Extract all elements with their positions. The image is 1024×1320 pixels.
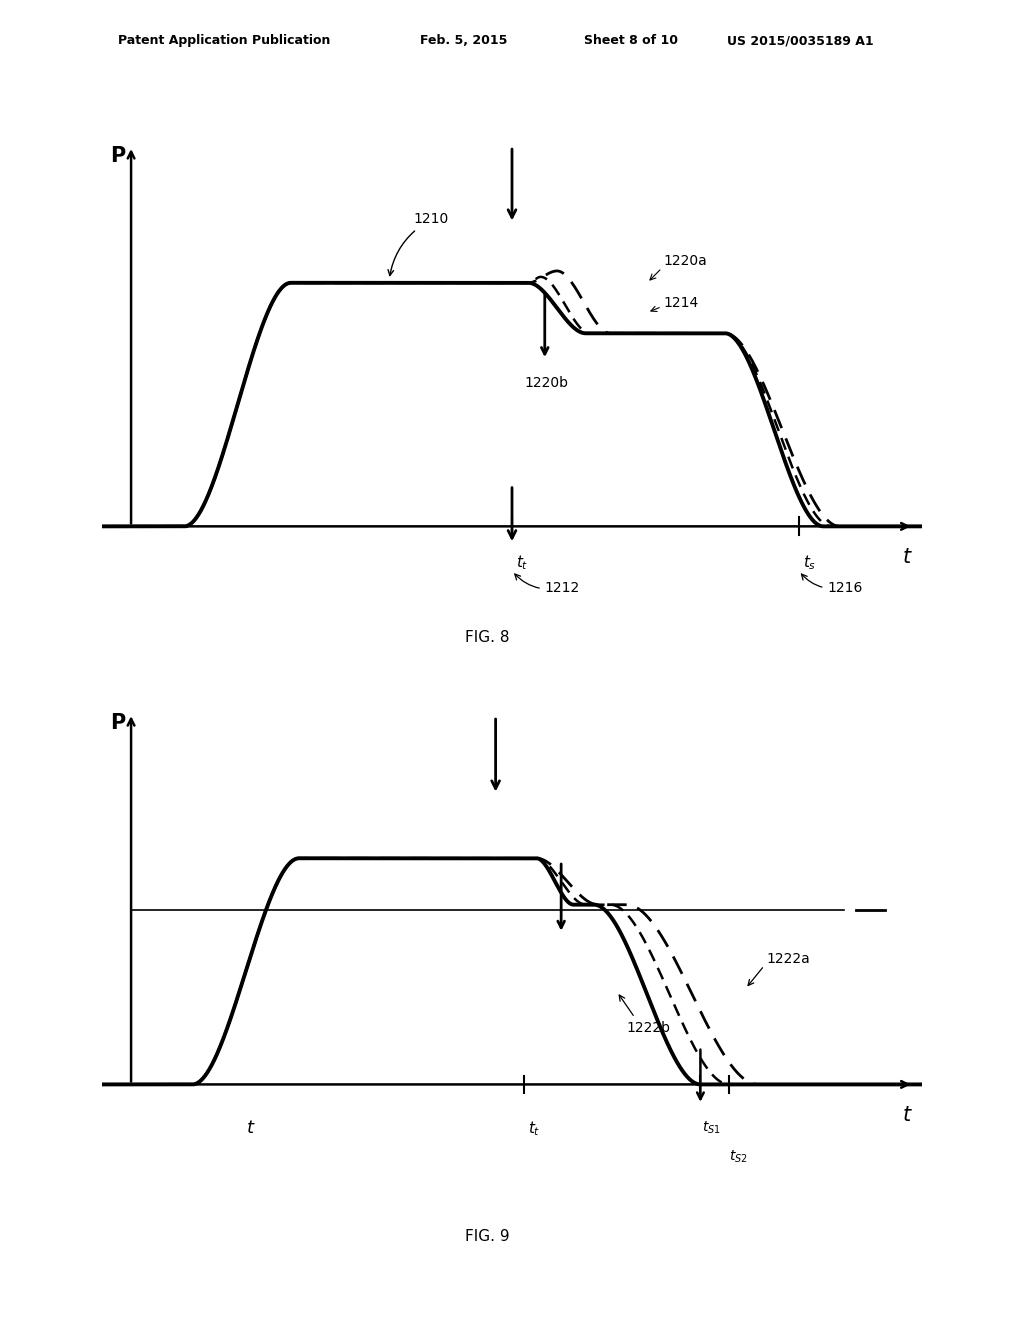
Text: t: t bbox=[903, 546, 911, 568]
Text: t: t bbox=[247, 1119, 253, 1138]
Text: 1216: 1216 bbox=[802, 574, 863, 595]
Text: Sheet 8 of 10: Sheet 8 of 10 bbox=[584, 34, 678, 48]
Text: Patent Application Publication: Patent Application Publication bbox=[118, 34, 330, 48]
Text: $t_{S2}$: $t_{S2}$ bbox=[729, 1148, 748, 1164]
Text: P: P bbox=[111, 147, 126, 166]
Text: $t_s$: $t_s$ bbox=[803, 553, 816, 572]
Text: Feb. 5, 2015: Feb. 5, 2015 bbox=[420, 34, 507, 48]
Text: $t_t$: $t_t$ bbox=[516, 553, 528, 572]
Text: US 2015/0035189 A1: US 2015/0035189 A1 bbox=[727, 34, 873, 48]
Text: 1222b: 1222b bbox=[627, 1022, 671, 1035]
Text: 1220b: 1220b bbox=[524, 376, 568, 389]
Text: 1220a: 1220a bbox=[664, 253, 708, 268]
Text: FIG. 8: FIG. 8 bbox=[465, 630, 510, 645]
Text: 1210: 1210 bbox=[388, 213, 449, 276]
Text: 1214: 1214 bbox=[664, 296, 698, 310]
Text: t: t bbox=[903, 1105, 911, 1125]
Text: FIG. 9: FIG. 9 bbox=[465, 1229, 510, 1245]
Text: 1222a: 1222a bbox=[766, 952, 810, 966]
Text: 1212: 1212 bbox=[515, 574, 580, 595]
Text: $t_{S1}$: $t_{S1}$ bbox=[702, 1119, 721, 1135]
Text: P: P bbox=[111, 713, 126, 734]
Text: $t_t$: $t_t$ bbox=[528, 1119, 541, 1138]
